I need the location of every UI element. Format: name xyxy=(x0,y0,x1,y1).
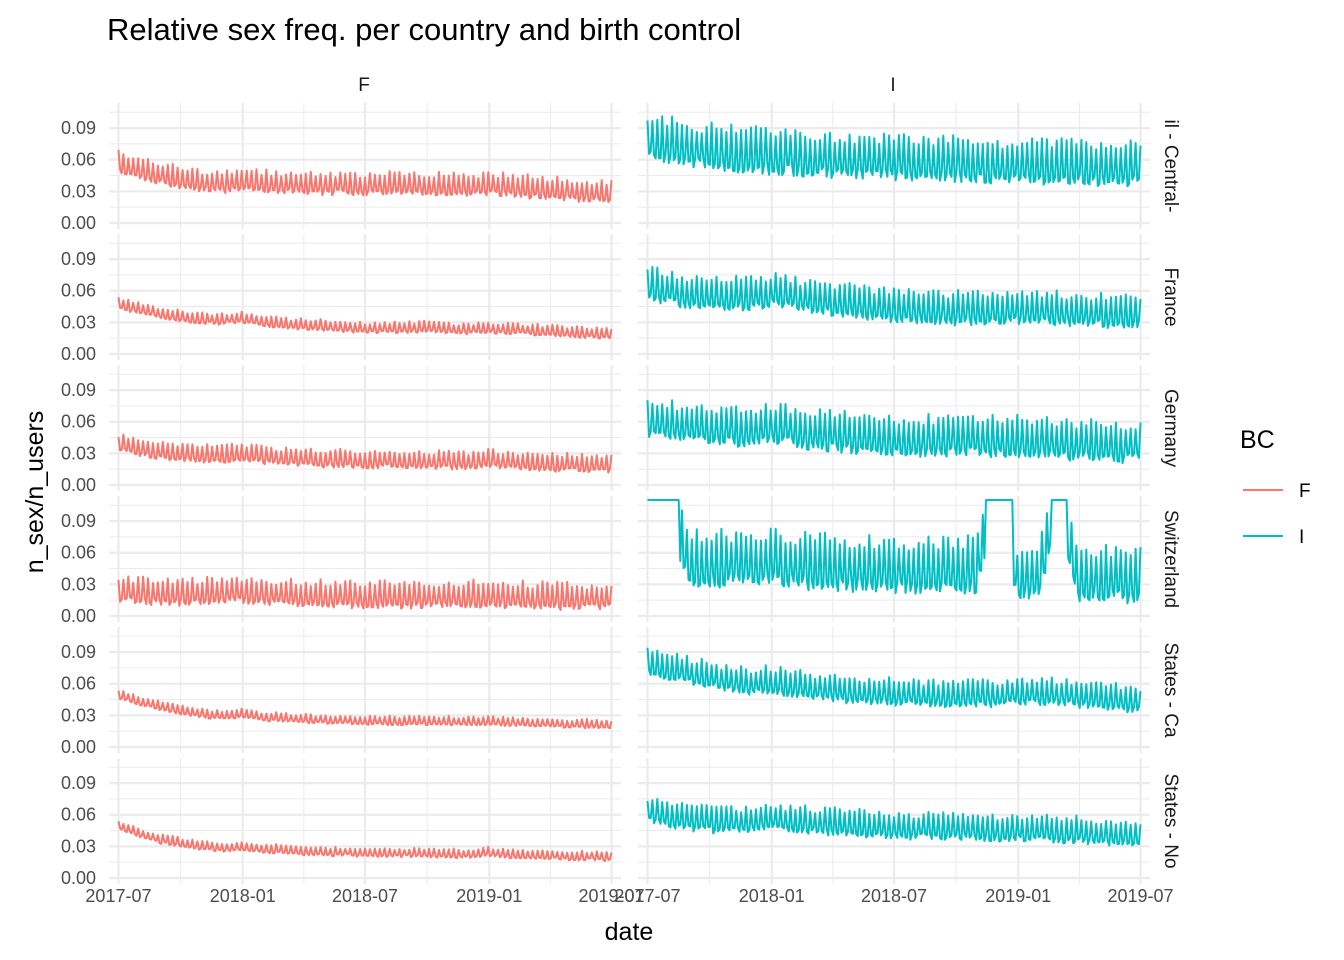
x-tick-label: 2019-07 xyxy=(579,886,645,906)
panel-r1-F: 0.00 0.03 0.06 0.09 xyxy=(61,234,621,364)
x-tick-label: 2018-07 xyxy=(332,886,398,906)
facet-row-label: Germany xyxy=(1160,389,1181,468)
y-tick-label: 0.06 xyxy=(61,805,96,825)
facet-col-label-1: I xyxy=(890,75,895,96)
y-tick-label: 0.06 xyxy=(61,674,96,694)
series-line xyxy=(117,575,613,611)
y-tick-label: 0.00 xyxy=(61,606,96,626)
y-tick-label: 0.03 xyxy=(61,443,96,463)
panel-r0-I: il - Central- xyxy=(638,103,1181,229)
y-tick-label: 0.09 xyxy=(61,380,96,400)
panel-r2-I: Germany xyxy=(638,365,1181,491)
facet-row-label: France xyxy=(1160,267,1181,326)
y-tick-label: 0.09 xyxy=(61,118,96,138)
x-tick-label: 2017-07 xyxy=(614,886,680,906)
y-tick-label: 0.06 xyxy=(61,412,96,432)
legend-label-i: I xyxy=(1299,527,1304,548)
y-tick-label: 0.00 xyxy=(61,344,96,364)
series-line xyxy=(646,266,1142,329)
y-axis-title: n_sex/n_users xyxy=(21,411,49,574)
chart-title: Relative sex freq. per country and birth… xyxy=(107,12,741,47)
panel-r5-F: 0.00 0.03 0.06 0.09 2017-07 2018-01 2018-07 201… xyxy=(61,758,645,906)
legend-label-f: F xyxy=(1299,481,1311,502)
x-tick-label: 2017-07 xyxy=(85,886,151,906)
panel-r0-F: 0.00 0.03 0.06 0.09 xyxy=(61,103,621,233)
y-tick-label: 0.00 xyxy=(61,868,96,888)
panel-r5-I: 2017-07 2018-01 2018-07 2019-01 2019-07 State… xyxy=(614,758,1181,906)
series-line xyxy=(117,296,613,340)
series-line xyxy=(646,115,1142,188)
series-line xyxy=(646,399,1142,465)
y-tick-label: 0.03 xyxy=(61,574,96,594)
legend: BC F I xyxy=(1240,426,1311,548)
x-tick-label: 2018-01 xyxy=(739,886,805,906)
y-tick-label: 0.03 xyxy=(61,181,96,201)
y-tick-label: 0.09 xyxy=(61,249,96,269)
x-tick-label: 2018-07 xyxy=(861,886,927,906)
facet-panels: 0.000.030.060.09 il - Central-0.000.030.0… xyxy=(61,103,1181,906)
panel-r3-I: Switzerland xyxy=(638,496,1181,622)
series-line xyxy=(117,149,613,203)
series-line xyxy=(647,499,1142,605)
x-tick-label: 2019-07 xyxy=(1108,886,1174,906)
series-line xyxy=(117,821,613,863)
panel-r1-I: France xyxy=(638,234,1181,360)
series-line xyxy=(646,647,1142,714)
y-tick-label: 0.00 xyxy=(61,737,96,757)
y-tick-label: 0.06 xyxy=(61,543,96,563)
y-tick-label: 0.06 xyxy=(61,281,96,301)
y-tick-label: 0.00 xyxy=(61,475,96,495)
x-tick-label: 2019-01 xyxy=(456,886,522,906)
x-axis-title: date xyxy=(605,918,654,946)
facet-col-label-0: F xyxy=(358,75,370,96)
facet-row-label: Switzerland xyxy=(1160,510,1181,608)
y-tick-label: 0.00 xyxy=(61,213,96,233)
series-line xyxy=(117,690,613,730)
panel-r3-F: 0.00 0.03 0.06 0.09 xyxy=(61,496,621,626)
x-tick-label: 2018-01 xyxy=(210,886,276,906)
y-tick-label: 0.03 xyxy=(61,705,96,725)
panel-r2-F: 0.00 0.03 0.06 0.09 xyxy=(61,365,621,495)
y-tick-label: 0.09 xyxy=(61,773,96,793)
y-tick-label: 0.03 xyxy=(61,836,96,856)
facet-row-label: il - Central- xyxy=(1160,120,1181,213)
facet-row-label: States - Ca xyxy=(1160,642,1181,737)
x-tick-label: 2019-01 xyxy=(985,886,1051,906)
facet-row-label: States - No xyxy=(1160,773,1181,868)
series-line xyxy=(646,798,1142,847)
y-tick-label: 0.09 xyxy=(61,642,96,662)
series-line xyxy=(117,433,613,474)
panel-r4-I: States - Ca xyxy=(638,627,1181,753)
panel-r4-F: 0.00 0.03 0.06 0.09 xyxy=(61,627,621,757)
y-tick-label: 0.06 xyxy=(61,150,96,170)
y-tick-label: 0.09 xyxy=(61,511,96,531)
y-tick-label: 0.03 xyxy=(61,312,96,332)
legend-title: BC xyxy=(1240,426,1275,454)
